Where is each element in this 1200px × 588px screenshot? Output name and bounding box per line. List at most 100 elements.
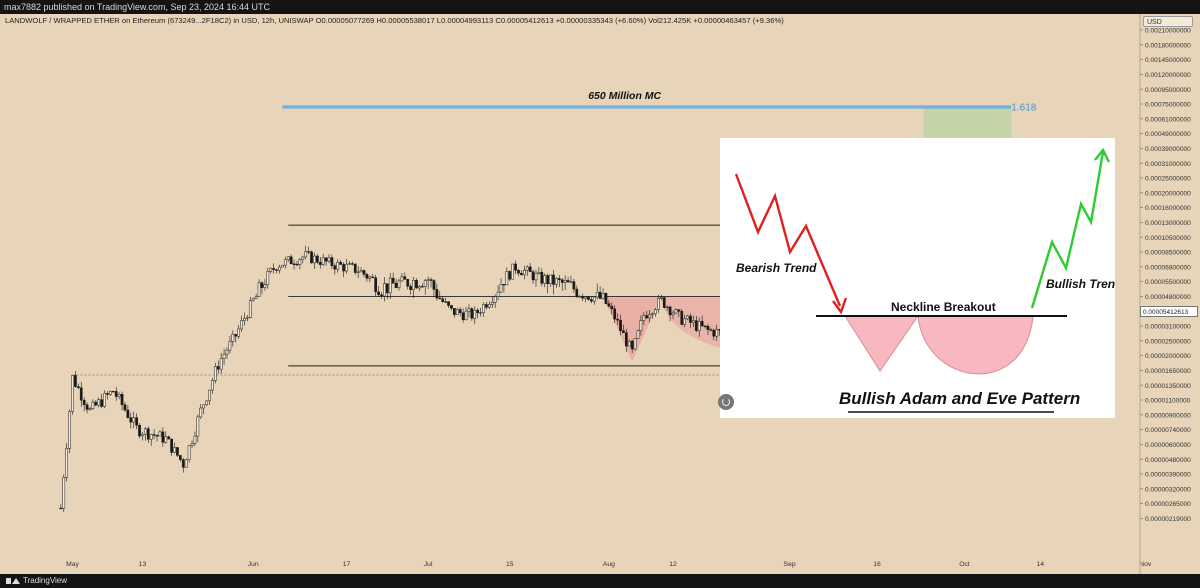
candle bbox=[385, 283, 389, 300]
candle-body bbox=[88, 408, 92, 410]
candle-body bbox=[65, 448, 69, 478]
candle bbox=[318, 256, 322, 269]
candle bbox=[587, 296, 590, 301]
y-tick-label: 0.00210000000 bbox=[1145, 28, 1191, 35]
candle-body bbox=[275, 269, 278, 271]
candle-body bbox=[380, 294, 383, 297]
candle-body bbox=[502, 283, 506, 286]
candle-body bbox=[590, 299, 593, 302]
candle bbox=[248, 296, 252, 319]
candle bbox=[167, 435, 171, 440]
candle-body bbox=[441, 298, 445, 302]
candle-body bbox=[62, 477, 66, 509]
candle-body bbox=[234, 334, 238, 337]
candle bbox=[222, 348, 226, 365]
candle bbox=[409, 283, 412, 295]
candle bbox=[511, 263, 515, 280]
candle-body bbox=[313, 255, 316, 264]
candle-body bbox=[659, 297, 663, 299]
candle bbox=[569, 275, 573, 284]
candle-body bbox=[458, 309, 462, 313]
candle-body bbox=[269, 268, 273, 272]
candle bbox=[534, 269, 538, 287]
candle-body bbox=[231, 334, 235, 342]
candle bbox=[651, 312, 654, 319]
candle-body bbox=[208, 389, 211, 402]
candle-body bbox=[598, 292, 602, 299]
candle-body bbox=[74, 375, 77, 387]
candle-body bbox=[327, 257, 331, 262]
candle-body bbox=[281, 264, 284, 268]
candle bbox=[62, 474, 66, 512]
y-tick-label: 0.00000600000 bbox=[1145, 442, 1191, 449]
candle bbox=[394, 278, 398, 289]
candle bbox=[234, 333, 238, 343]
y-tick-label: 0.00001350000 bbox=[1145, 383, 1191, 390]
candle-body bbox=[622, 330, 625, 333]
candle bbox=[706, 324, 710, 336]
candle bbox=[152, 429, 156, 440]
candle bbox=[450, 305, 453, 311]
candle bbox=[502, 283, 506, 293]
x-axis: May13Jun17Jul15Aug12Sep16Oct14Nov18Dec16… bbox=[66, 561, 1152, 568]
candle bbox=[138, 423, 141, 439]
candle bbox=[59, 504, 63, 510]
candle-body bbox=[572, 281, 576, 290]
y-tick-label: 0.00003100000 bbox=[1145, 324, 1191, 331]
candle-body bbox=[146, 428, 150, 440]
candle bbox=[555, 277, 558, 288]
candle-body bbox=[304, 251, 308, 258]
reset-view-button[interactable] bbox=[718, 394, 734, 410]
candle-body bbox=[161, 431, 165, 443]
candle bbox=[657, 294, 660, 313]
candle-body bbox=[406, 279, 410, 287]
candle bbox=[636, 329, 640, 340]
candle bbox=[438, 290, 442, 300]
candle-body bbox=[202, 404, 206, 409]
candle-body bbox=[149, 434, 153, 440]
candle-body bbox=[610, 305, 614, 310]
candle bbox=[365, 272, 369, 282]
y-tick-label: 0.00145000000 bbox=[1145, 57, 1191, 64]
candle-body bbox=[383, 283, 386, 297]
candle-body bbox=[336, 261, 340, 270]
candle bbox=[123, 401, 127, 412]
candle bbox=[493, 294, 497, 308]
y-tick-label: 0.00000265000 bbox=[1145, 501, 1191, 508]
candle bbox=[380, 291, 383, 299]
candle bbox=[520, 270, 523, 276]
x-tick-label: Jul bbox=[424, 561, 433, 568]
y-tick-label: 0.00002000000 bbox=[1145, 353, 1191, 360]
y-tick-label: 0.00001100000 bbox=[1145, 398, 1191, 405]
candle bbox=[91, 399, 95, 411]
candle-body bbox=[423, 280, 427, 287]
candle-body bbox=[706, 325, 710, 330]
candle-body bbox=[106, 393, 109, 395]
tradingview-logo-icon bbox=[6, 577, 20, 585]
y-tick-label: 0.00002500000 bbox=[1145, 338, 1191, 345]
candle-body bbox=[216, 366, 220, 370]
candle bbox=[263, 279, 267, 291]
candle bbox=[82, 397, 86, 412]
candle bbox=[88, 406, 92, 411]
candle-body bbox=[636, 330, 640, 339]
candle-body bbox=[374, 277, 378, 293]
candle bbox=[659, 294, 663, 301]
candle bbox=[103, 390, 106, 409]
candle-body bbox=[665, 306, 669, 309]
candle bbox=[251, 297, 255, 302]
candle-body bbox=[412, 280, 415, 290]
candle-body bbox=[292, 263, 296, 265]
candle bbox=[619, 314, 622, 336]
candle-body bbox=[243, 317, 246, 321]
candle-body bbox=[455, 309, 459, 315]
candle bbox=[388, 272, 392, 299]
candle bbox=[117, 392, 121, 400]
candle bbox=[444, 297, 447, 303]
candle bbox=[193, 431, 197, 447]
candle-body bbox=[135, 417, 138, 426]
candle bbox=[283, 256, 287, 269]
candle bbox=[281, 264, 284, 268]
candle-body bbox=[557, 278, 561, 281]
currency-badge[interactable]: USD bbox=[1143, 16, 1193, 27]
